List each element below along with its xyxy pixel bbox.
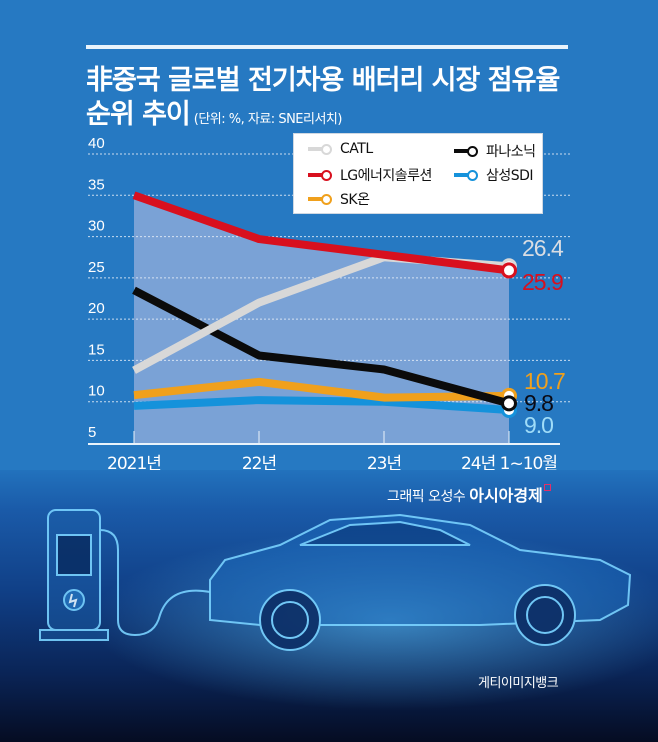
end-value-label: 26.4 <box>522 235 564 261</box>
series-line <box>132 286 511 408</box>
legend-item-lg: LG에너지솔루션 <box>308 165 432 185</box>
y-tick-label: 30 <box>88 218 105 235</box>
y-tick-label: 10 <box>88 383 105 400</box>
x-tick-label: 2021년 <box>107 454 161 470</box>
legend-marker-icon <box>308 144 332 155</box>
y-tick-label: 40 <box>88 135 105 152</box>
chart-title: 非중국 글로벌 전기차용 배터리 시장 점유율 <box>86 65 560 96</box>
end-value-label: 10.7 <box>524 368 565 394</box>
legend-label: 삼성SDI <box>486 168 534 184</box>
top-rule <box>86 45 568 49</box>
legend-label: SK온 <box>340 192 370 208</box>
legend-marker-icon <box>454 146 478 157</box>
end-value-label: 25.9 <box>522 269 563 295</box>
end-value-label: 9.8 <box>524 390 553 416</box>
legend-item-catl: CATL <box>308 141 373 157</box>
y-tick-label: 5 <box>88 424 96 441</box>
series-lines <box>132 191 517 418</box>
line-chart: 40 35 30 25 20 15 10 5 2021년 22년 23년 24년 1~10월 26.… <box>88 135 570 470</box>
glow-effect <box>90 530 658 710</box>
y-tick-label: 25 <box>88 259 105 276</box>
chart-title-line2-text: 순위 추이 <box>86 99 191 130</box>
legend: CATL 파나소닉 LG에너지솔루션 삼성SDI SK온 <box>293 133 543 214</box>
x-axis: 2021년 22년 23년 24년 1~10월 <box>88 431 560 470</box>
legend-marker-icon <box>308 194 332 205</box>
legend-marker-icon <box>454 170 478 181</box>
legend-label: CATL <box>340 141 373 157</box>
x-tick-label: 23년 <box>367 454 401 470</box>
series-end-point <box>501 395 517 412</box>
legend-item-panasonic: 파나소닉 <box>454 141 536 161</box>
y-axis: 40 35 30 25 20 15 10 5 <box>88 135 105 441</box>
charging-station-icon <box>39 509 211 641</box>
legend-label: LG에너지솔루션 <box>340 168 432 184</box>
legend-item-samsung: 삼성SDI <box>454 165 534 185</box>
end-labels: 26.4 9.8 25.9 9.0 10.7 <box>522 235 566 438</box>
x-tick-label: 24년 1~10월 <box>461 454 557 470</box>
end-value-label: 9.0 <box>524 412 553 438</box>
y-tick-label: 35 <box>88 176 105 193</box>
plot-shading-mask <box>134 195 509 271</box>
publisher-logo: 아시아경제 <box>469 486 543 505</box>
y-tick-label: 20 <box>88 300 105 317</box>
ev-charging-illustration <box>39 509 658 710</box>
legend-label: 파나소닉 <box>486 144 536 160</box>
series-line <box>133 396 510 414</box>
chart-title-line2: 순위 추이 (단위: %, 자료: SNE리서치) <box>86 92 342 131</box>
series-line <box>133 377 510 402</box>
series-end-point <box>501 262 517 279</box>
car-icon <box>209 513 632 651</box>
x-tick-label: 22년 <box>242 454 276 470</box>
photo-credit: 게티이미지뱅크 <box>478 676 559 691</box>
graphic-credit: 그래픽 오성수 아시아경제 <box>387 482 551 506</box>
legend-marker-icon <box>308 170 332 181</box>
publisher-mark-icon <box>543 484 551 491</box>
legend-item-sk: SK온 <box>308 189 370 209</box>
y-tick-label: 15 <box>88 341 105 358</box>
graphic-author: 그래픽 오성수 <box>387 489 466 505</box>
chart-subtitle: (단위: %, 자료: SNE리서치) <box>193 112 343 127</box>
series-line <box>132 191 510 275</box>
